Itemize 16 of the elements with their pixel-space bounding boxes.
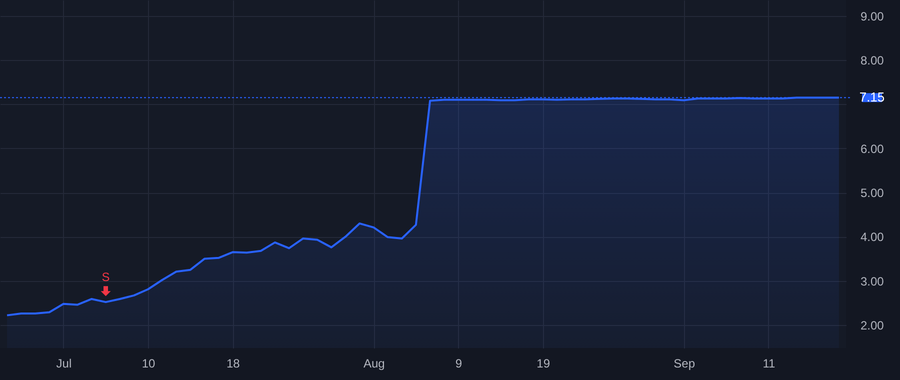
y-tick-label: 9.00 [860,9,884,24]
y-tick-label: 2.00 [860,318,884,333]
y-tick-label: 6.00 [860,142,884,156]
x-tick-label: Jul [56,356,72,370]
x-tick-label: Sep [674,356,696,370]
x-tick-label: Aug [363,356,385,370]
x-tick-label: 11 [762,356,776,370]
x-tick-label: 19 [536,356,550,370]
x-tick-label: 9 [455,356,462,370]
x-tick-label: 10 [142,356,156,370]
y-tick-label: 5.00 [860,186,884,200]
annotation: S [102,270,110,284]
y-tick-label: 3.00 [860,274,884,288]
y-tick-label: 4.00 [860,230,884,244]
y-tick-label: 8.00 [860,54,884,68]
x-tick-label: 18 [226,356,240,370]
